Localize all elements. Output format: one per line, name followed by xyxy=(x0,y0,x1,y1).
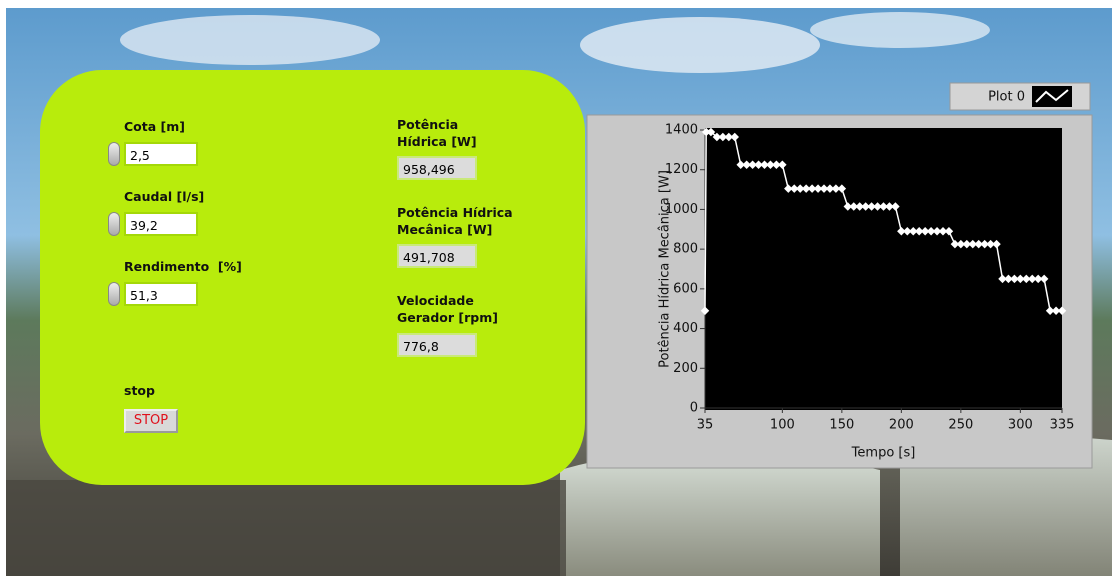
y-tick-label: 1200 xyxy=(665,162,698,177)
x-tick-label: 250 xyxy=(948,418,973,433)
legend-label: Plot 0 xyxy=(988,90,1025,105)
point xyxy=(700,306,710,315)
spinner[interactable] xyxy=(108,212,120,236)
y-tick-label: 1400 xyxy=(665,123,698,138)
spinner[interactable] xyxy=(108,142,120,166)
point xyxy=(1010,274,1019,284)
indicator-label: Potência Hídrica [W] xyxy=(397,117,477,149)
indicator-label: Potência Hídrica Mecânica [W] xyxy=(397,205,513,237)
stop-button[interactable]: STOP xyxy=(124,409,178,433)
point xyxy=(1039,274,1049,284)
y-tick-label: 800 xyxy=(673,242,698,257)
numeric-indicator: 776,8 xyxy=(397,333,477,357)
numeric-control[interactable]: 39,2 xyxy=(124,212,198,236)
x-tick-label: 150 xyxy=(829,418,854,433)
point xyxy=(998,274,1007,284)
x-tick-label: 300 xyxy=(1008,418,1033,433)
point xyxy=(1051,306,1061,315)
numeric-indicator: 958,496 xyxy=(397,156,477,180)
spinner[interactable] xyxy=(108,282,120,306)
point xyxy=(1033,274,1043,284)
point xyxy=(1004,274,1013,284)
point xyxy=(1016,274,1025,284)
point xyxy=(1028,274,1037,284)
stop-label: stop xyxy=(124,383,155,398)
y-axis-label: Potência Hídrica Mecânica [W] xyxy=(658,170,673,368)
legend-swatch xyxy=(1035,89,1069,103)
y-tick-label: 600 xyxy=(673,281,698,296)
y-tick-label: 400 xyxy=(673,321,698,336)
point xyxy=(1045,306,1055,315)
control-label: Caudal [l/s] xyxy=(124,189,205,204)
x-tick-label: 35 xyxy=(697,418,714,433)
control-label: Cota [m] xyxy=(124,119,185,134)
indicator-label: Velocidade Gerador [rpm] xyxy=(397,293,498,325)
x-tick-label: 100 xyxy=(770,418,795,433)
numeric-control[interactable]: 51,3 xyxy=(124,282,198,306)
y-tick-label: 1000 xyxy=(665,202,698,217)
x-axis-label: Tempo [s] xyxy=(851,446,916,461)
x-tick-label: 200 xyxy=(889,418,914,433)
y-tick-label: 200 xyxy=(673,361,698,376)
numeric-indicator: 491,708 xyxy=(397,244,477,268)
x-tick-label: 335 xyxy=(1050,418,1075,433)
point xyxy=(1057,306,1067,315)
y-tick-label: 0 xyxy=(690,401,698,416)
plot-area xyxy=(705,128,1062,410)
numeric-control[interactable]: 2,5 xyxy=(124,142,198,166)
control-label: Rendimento [%] xyxy=(124,259,242,274)
